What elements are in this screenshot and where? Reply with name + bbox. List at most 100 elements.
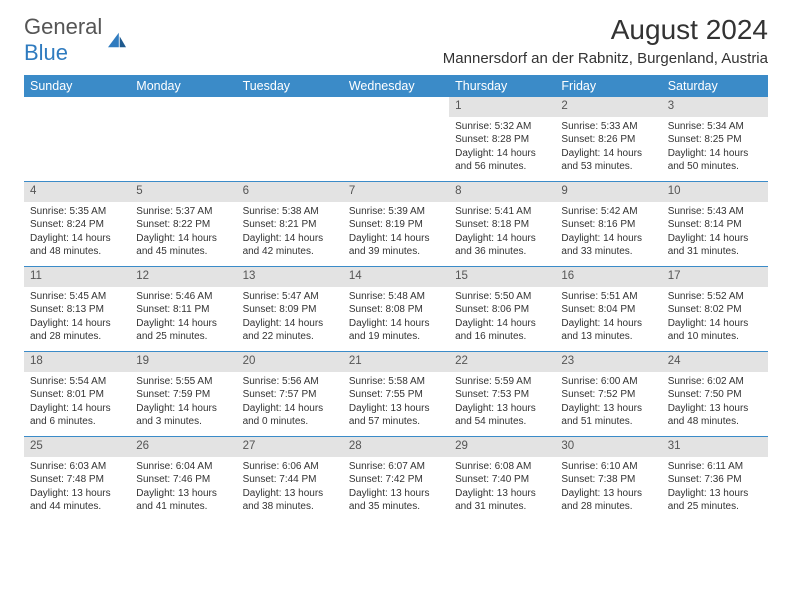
day-cell bbox=[130, 97, 236, 181]
day-content: Sunrise: 5:45 AMSunset: 8:13 PMDaylight:… bbox=[24, 287, 130, 348]
day-number: 20 bbox=[237, 352, 343, 372]
day-cell: 25Sunrise: 6:03 AMSunset: 7:48 PMDayligh… bbox=[24, 437, 130, 521]
daylight-text: Daylight: 13 hours and 38 minutes. bbox=[243, 487, 337, 514]
sunset-text: Sunset: 7:50 PM bbox=[668, 388, 762, 402]
sunrise-text: Sunrise: 5:59 AM bbox=[455, 375, 549, 389]
day-number: 1 bbox=[449, 97, 555, 117]
sunrise-text: Sunrise: 6:03 AM bbox=[30, 460, 124, 474]
sunset-text: Sunset: 8:28 PM bbox=[455, 133, 549, 147]
sunset-text: Sunset: 8:14 PM bbox=[668, 218, 762, 232]
day-number: 15 bbox=[449, 267, 555, 287]
sunrise-text: Sunrise: 5:51 AM bbox=[561, 290, 655, 304]
day-cell: 31Sunrise: 6:11 AMSunset: 7:36 PMDayligh… bbox=[662, 437, 768, 521]
daylight-text: Daylight: 14 hours and 48 minutes. bbox=[30, 232, 124, 259]
sunset-text: Sunset: 7:52 PM bbox=[561, 388, 655, 402]
sunrise-text: Sunrise: 5:42 AM bbox=[561, 205, 655, 219]
sunset-text: Sunset: 8:02 PM bbox=[668, 303, 762, 317]
day-content: Sunrise: 6:06 AMSunset: 7:44 PMDaylight:… bbox=[237, 457, 343, 518]
day-number: 29 bbox=[449, 437, 555, 457]
sunrise-text: Sunrise: 5:32 AM bbox=[455, 120, 549, 134]
sunrise-text: Sunrise: 6:08 AM bbox=[455, 460, 549, 474]
day-content: Sunrise: 5:52 AMSunset: 8:02 PMDaylight:… bbox=[662, 287, 768, 348]
day-content: Sunrise: 6:11 AMSunset: 7:36 PMDaylight:… bbox=[662, 457, 768, 518]
day-cell: 9Sunrise: 5:42 AMSunset: 8:16 PMDaylight… bbox=[555, 182, 661, 266]
sunrise-text: Sunrise: 5:55 AM bbox=[136, 375, 230, 389]
daylight-text: Daylight: 14 hours and 22 minutes. bbox=[243, 317, 337, 344]
day-number: 2 bbox=[555, 97, 661, 117]
day-content: Sunrise: 5:38 AMSunset: 8:21 PMDaylight:… bbox=[237, 202, 343, 263]
sunset-text: Sunset: 8:18 PM bbox=[455, 218, 549, 232]
day-cell bbox=[237, 97, 343, 181]
daylight-text: Daylight: 14 hours and 42 minutes. bbox=[243, 232, 337, 259]
sunset-text: Sunset: 8:04 PM bbox=[561, 303, 655, 317]
day-cell: 24Sunrise: 6:02 AMSunset: 7:50 PMDayligh… bbox=[662, 352, 768, 436]
week-row: 4Sunrise: 5:35 AMSunset: 8:24 PMDaylight… bbox=[24, 181, 768, 266]
daylight-text: Daylight: 13 hours and 35 minutes. bbox=[349, 487, 443, 514]
daylight-text: Daylight: 14 hours and 10 minutes. bbox=[668, 317, 762, 344]
day-cell: 23Sunrise: 6:00 AMSunset: 7:52 PMDayligh… bbox=[555, 352, 661, 436]
daylight-text: Daylight: 14 hours and 36 minutes. bbox=[455, 232, 549, 259]
sunrise-text: Sunrise: 6:06 AM bbox=[243, 460, 337, 474]
day-content: Sunrise: 5:34 AMSunset: 8:25 PMDaylight:… bbox=[662, 117, 768, 178]
sunrise-text: Sunrise: 5:45 AM bbox=[30, 290, 124, 304]
title-block: August 2024 Mannersdorf an der Rabnitz, … bbox=[443, 14, 768, 69]
sunrise-text: Sunrise: 5:34 AM bbox=[668, 120, 762, 134]
day-number: 18 bbox=[24, 352, 130, 372]
week-row: 11Sunrise: 5:45 AMSunset: 8:13 PMDayligh… bbox=[24, 266, 768, 351]
sunrise-text: Sunrise: 6:11 AM bbox=[668, 460, 762, 474]
sunrise-text: Sunrise: 6:00 AM bbox=[561, 375, 655, 389]
sunset-text: Sunset: 8:01 PM bbox=[30, 388, 124, 402]
sunset-text: Sunset: 8:24 PM bbox=[30, 218, 124, 232]
day-number: 26 bbox=[130, 437, 236, 457]
sunset-text: Sunset: 7:36 PM bbox=[668, 473, 762, 487]
day-cell: 20Sunrise: 5:56 AMSunset: 7:57 PMDayligh… bbox=[237, 352, 343, 436]
day-number: 9 bbox=[555, 182, 661, 202]
daylight-text: Daylight: 14 hours and 45 minutes. bbox=[136, 232, 230, 259]
sunrise-text: Sunrise: 5:56 AM bbox=[243, 375, 337, 389]
location-text: Mannersdorf an der Rabnitz, Burgenland, … bbox=[443, 50, 768, 67]
day-number: 13 bbox=[237, 267, 343, 287]
day-number: 14 bbox=[343, 267, 449, 287]
day-cell: 2Sunrise: 5:33 AMSunset: 8:26 PMDaylight… bbox=[555, 97, 661, 181]
sunrise-text: Sunrise: 5:39 AM bbox=[349, 205, 443, 219]
daylight-text: Daylight: 13 hours and 51 minutes. bbox=[561, 402, 655, 429]
day-number: 23 bbox=[555, 352, 661, 372]
daylight-text: Daylight: 14 hours and 53 minutes. bbox=[561, 147, 655, 174]
day-cell: 3Sunrise: 5:34 AMSunset: 8:25 PMDaylight… bbox=[662, 97, 768, 181]
weeks-container: 1 Sunrise: 5:32 AMSunset: 8:28 PM Daylight… bbox=[24, 97, 768, 521]
day-content: Sunrise: 5:37 AMSunset: 8:22 PMDaylight:… bbox=[130, 202, 236, 263]
sunset-text: Sunset: 8:19 PM bbox=[349, 218, 443, 232]
day-content: Sunrise: 5:54 AMSunset: 8:01 PMDaylight:… bbox=[24, 372, 130, 433]
day-number: 5 bbox=[130, 182, 236, 202]
day-number: 21 bbox=[343, 352, 449, 372]
day-cell: 1Sunrise: 5:32 AMSunset: 8:28 PMDaylight… bbox=[449, 97, 555, 181]
brand-text: General Blue bbox=[24, 14, 102, 66]
sunset-text: Sunset: 8:08 PM bbox=[349, 303, 443, 317]
day-number bbox=[343, 97, 449, 117]
day-cell: 18Sunrise: 5:54 AMSunset: 8:01 PMDayligh… bbox=[24, 352, 130, 436]
day-content: Sunrise: 6:00 AMSunset: 7:52 PMDaylight:… bbox=[555, 372, 661, 433]
daylight-text: Daylight: 14 hours and 25 minutes. bbox=[136, 317, 230, 344]
day-content: Sunrise: 5:35 AMSunset: 8:24 PMDaylight:… bbox=[24, 202, 130, 263]
week-row: 18Sunrise: 5:54 AMSunset: 8:01 PMDayligh… bbox=[24, 351, 768, 436]
daylight-text: Daylight: 13 hours and 41 minutes. bbox=[136, 487, 230, 514]
day-number: 30 bbox=[555, 437, 661, 457]
day-cell: 30Sunrise: 6:10 AMSunset: 7:38 PMDayligh… bbox=[555, 437, 661, 521]
daylight-text: Daylight: 13 hours and 48 minutes. bbox=[668, 402, 762, 429]
sunrise-text: Sunrise: 5:41 AM bbox=[455, 205, 549, 219]
day-content: Sunrise: 5:55 AMSunset: 7:59 PMDaylight:… bbox=[130, 372, 236, 433]
weekday-header: Thursday bbox=[449, 75, 555, 97]
week-row: 1 Sunrise: 5:32 AMSunset: 8:28 PM Daylight… bbox=[24, 97, 768, 181]
sunset-text: Sunset: 8:22 PM bbox=[136, 218, 230, 232]
day-content: Sunrise: 6:04 AMSunset: 7:46 PMDaylight:… bbox=[130, 457, 236, 518]
day-cell: 10Sunrise: 5:43 AMSunset: 8:14 PMDayligh… bbox=[662, 182, 768, 266]
day-cell: 7Sunrise: 5:39 AMSunset: 8:19 PMDaylight… bbox=[343, 182, 449, 266]
sail-icon bbox=[106, 31, 128, 49]
day-number: 8 bbox=[449, 182, 555, 202]
day-cell: 5Sunrise: 5:37 AMSunset: 8:22 PMDaylight… bbox=[130, 182, 236, 266]
sunrise-text: Sunrise: 5:50 AM bbox=[455, 290, 549, 304]
sunset-text: Sunset: 7:59 PM bbox=[136, 388, 230, 402]
day-content: Sunrise: 5:47 AMSunset: 8:09 PMDaylight:… bbox=[237, 287, 343, 348]
day-cell: 11Sunrise: 5:45 AMSunset: 8:13 PMDayligh… bbox=[24, 267, 130, 351]
sunrise-text: Sunrise: 5:37 AM bbox=[136, 205, 230, 219]
